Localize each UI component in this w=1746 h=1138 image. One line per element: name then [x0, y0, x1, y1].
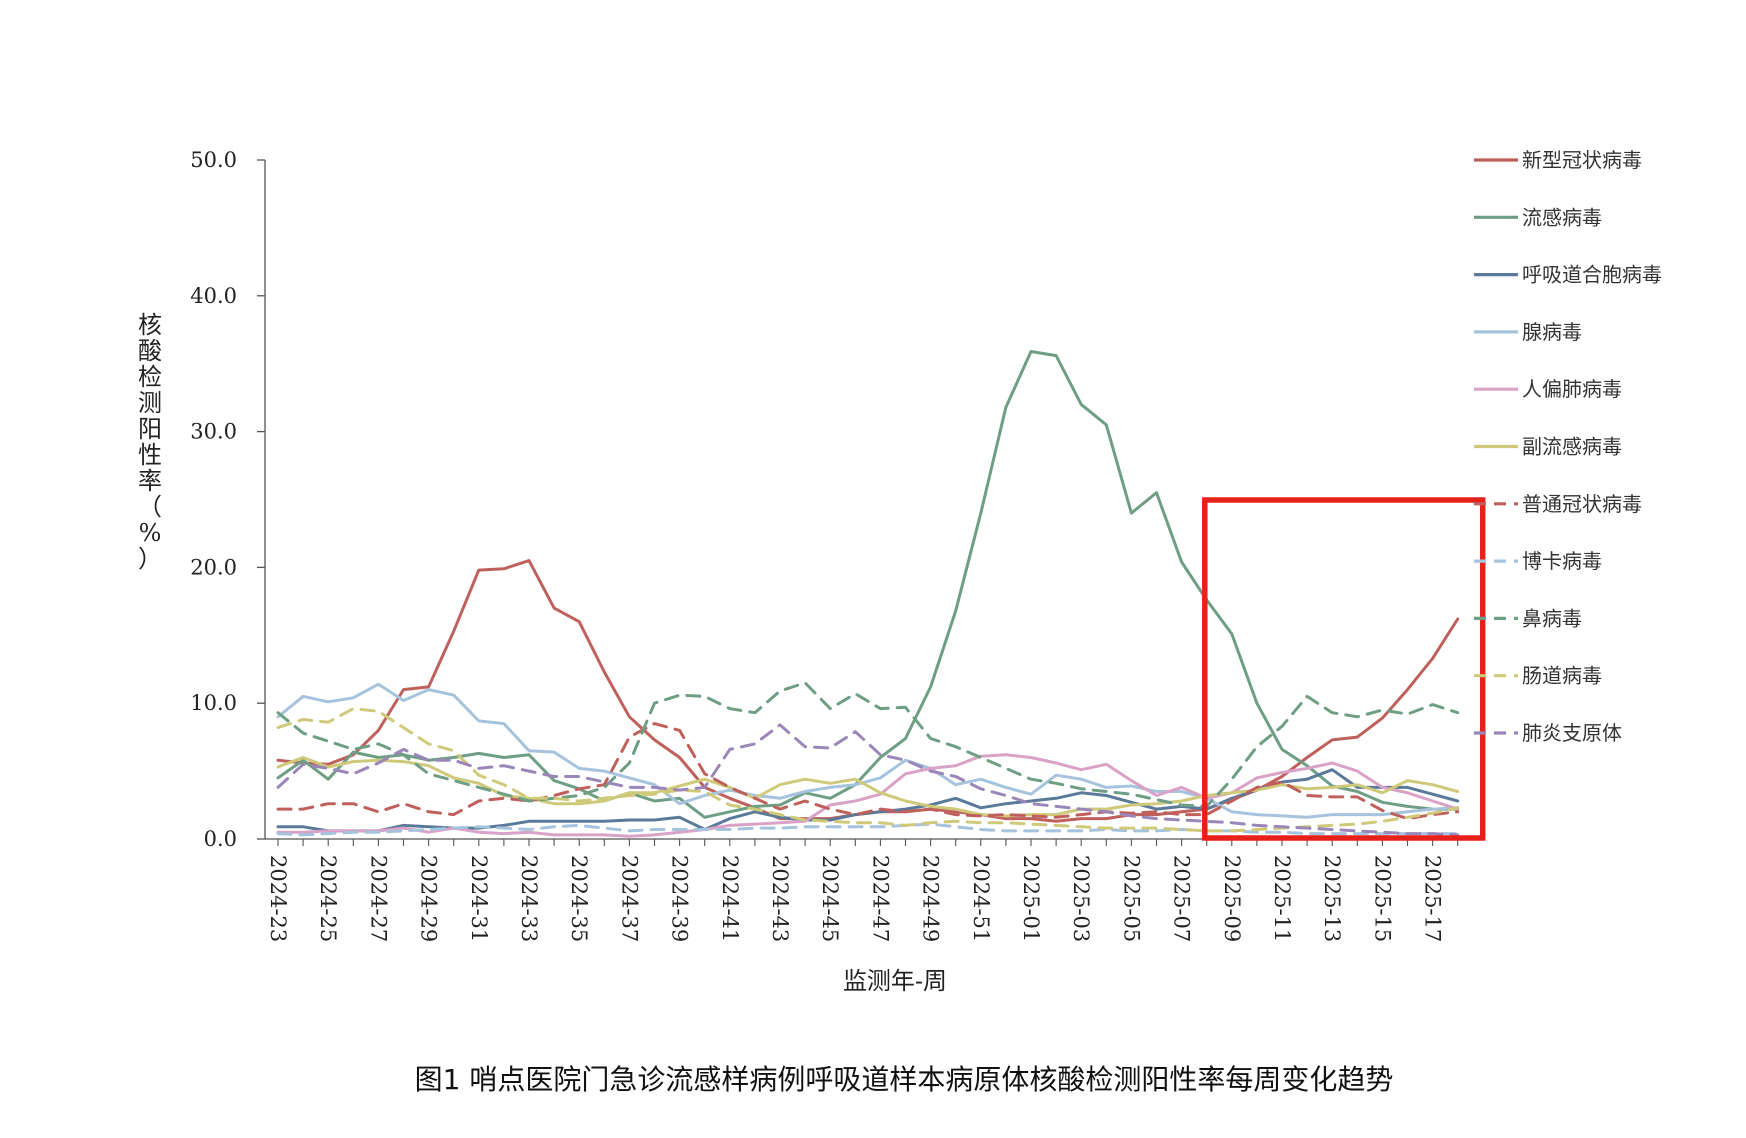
x-axis: 2024-23 2024-25 2024-27 2024-29 2024-31 2024-… — [265, 838, 1475, 942]
x-tick-label: 2025-01 — [1019, 855, 1043, 942]
x-tick-label: 2024-47 — [868, 855, 892, 942]
figure-caption: 图1 哨点医院门急诊流感样病例呼吸道样本病原体核酸检测阳性率每周变化趋势 — [415, 1063, 1394, 1096]
series-line-8 — [276, 681, 1460, 808]
y-tick-label: 0.0 — [204, 827, 237, 851]
series-line-10 — [276, 723, 1460, 837]
x-tick-label: 2024-39 — [668, 855, 692, 942]
series-line-5 — [276, 756, 1460, 818]
legend-label-1: 流感病毒 — [1522, 205, 1602, 229]
legend-label-2: 呼吸道合胞病毒 — [1522, 263, 1662, 287]
y-tick-label: 20.0 — [190, 555, 237, 579]
x-tick-label: 2024-29 — [417, 855, 441, 942]
x-tick-label: 2025-09 — [1220, 855, 1244, 942]
legend-label-8: 鼻病毒 — [1522, 606, 1582, 630]
x-tick-label: 2024-45 — [818, 855, 842, 942]
x-axis-title: 监测年-周 — [843, 967, 947, 995]
series-line-7 — [276, 822, 1460, 837]
y-axis: 0.0 10.0 20.0 30.0 40.0 50.0 — [190, 148, 266, 851]
highlight-box — [1202, 497, 1486, 841]
x-tick-label: 2024-41 — [718, 855, 742, 942]
legend-label-4: 人偏肺病毒 — [1522, 377, 1622, 401]
x-tick-label: 2024-37 — [617, 855, 641, 942]
y-tick-label: 40.0 — [190, 284, 237, 308]
x-tick-label: 2024-35 — [567, 855, 591, 942]
y-tick-label: 50.0 — [190, 148, 237, 172]
x-tick-label: 2024-31 — [467, 855, 491, 942]
x-tick-label: 2025-15 — [1370, 855, 1394, 942]
legend-label-10: 肺炎支原体 — [1522, 721, 1622, 745]
x-tick-label: 2025-11 — [1270, 855, 1294, 942]
y-tick-label: 10.0 — [190, 691, 237, 715]
x-tick-label: 2024-23 — [266, 855, 290, 942]
series-line-3 — [276, 682, 1460, 819]
y-tick-label: 30.0 — [190, 420, 237, 444]
legend-label-3: 腺病毒 — [1522, 320, 1582, 344]
series-line-6 — [276, 722, 1460, 821]
series-line-9 — [276, 707, 1460, 833]
x-tick-label: 2024-25 — [316, 855, 340, 942]
legend-label-9: 肠道病毒 — [1522, 664, 1602, 688]
series-line-4 — [276, 753, 1460, 838]
x-tick-label: 2025-07 — [1170, 855, 1194, 942]
highlight-layer — [1202, 497, 1486, 841]
legend: 新型冠状病毒流感病毒呼吸道合胞病毒腺病毒人偏肺病毒副流感病毒普通冠状病毒博卡病毒… — [1474, 148, 1662, 745]
x-tick-label: 2024-27 — [366, 855, 390, 942]
legend-label-0: 新型冠状病毒 — [1522, 148, 1642, 172]
x-tick-label: 2024-51 — [969, 855, 993, 942]
x-tick-label: 2024-33 — [517, 855, 541, 942]
legend-label-5: 副流感病毒 — [1522, 435, 1622, 459]
x-tick-label: 2025-17 — [1421, 855, 1445, 942]
x-tick-label: 2024-49 — [919, 855, 943, 942]
x-tick-label: 2025-03 — [1069, 855, 1093, 942]
legend-label-6: 普通冠状病毒 — [1522, 492, 1642, 516]
series-layer — [276, 350, 1460, 838]
legend-label-7: 博卡病毒 — [1522, 549, 1602, 573]
x-tick-label: 2024-43 — [768, 855, 792, 942]
x-tick-label: 2025-13 — [1320, 855, 1344, 942]
x-tick-label: 2025-05 — [1119, 855, 1143, 942]
series-line-1 — [276, 350, 1460, 819]
y-axis-title: 核酸检测阳性率（%） — [138, 311, 162, 573]
